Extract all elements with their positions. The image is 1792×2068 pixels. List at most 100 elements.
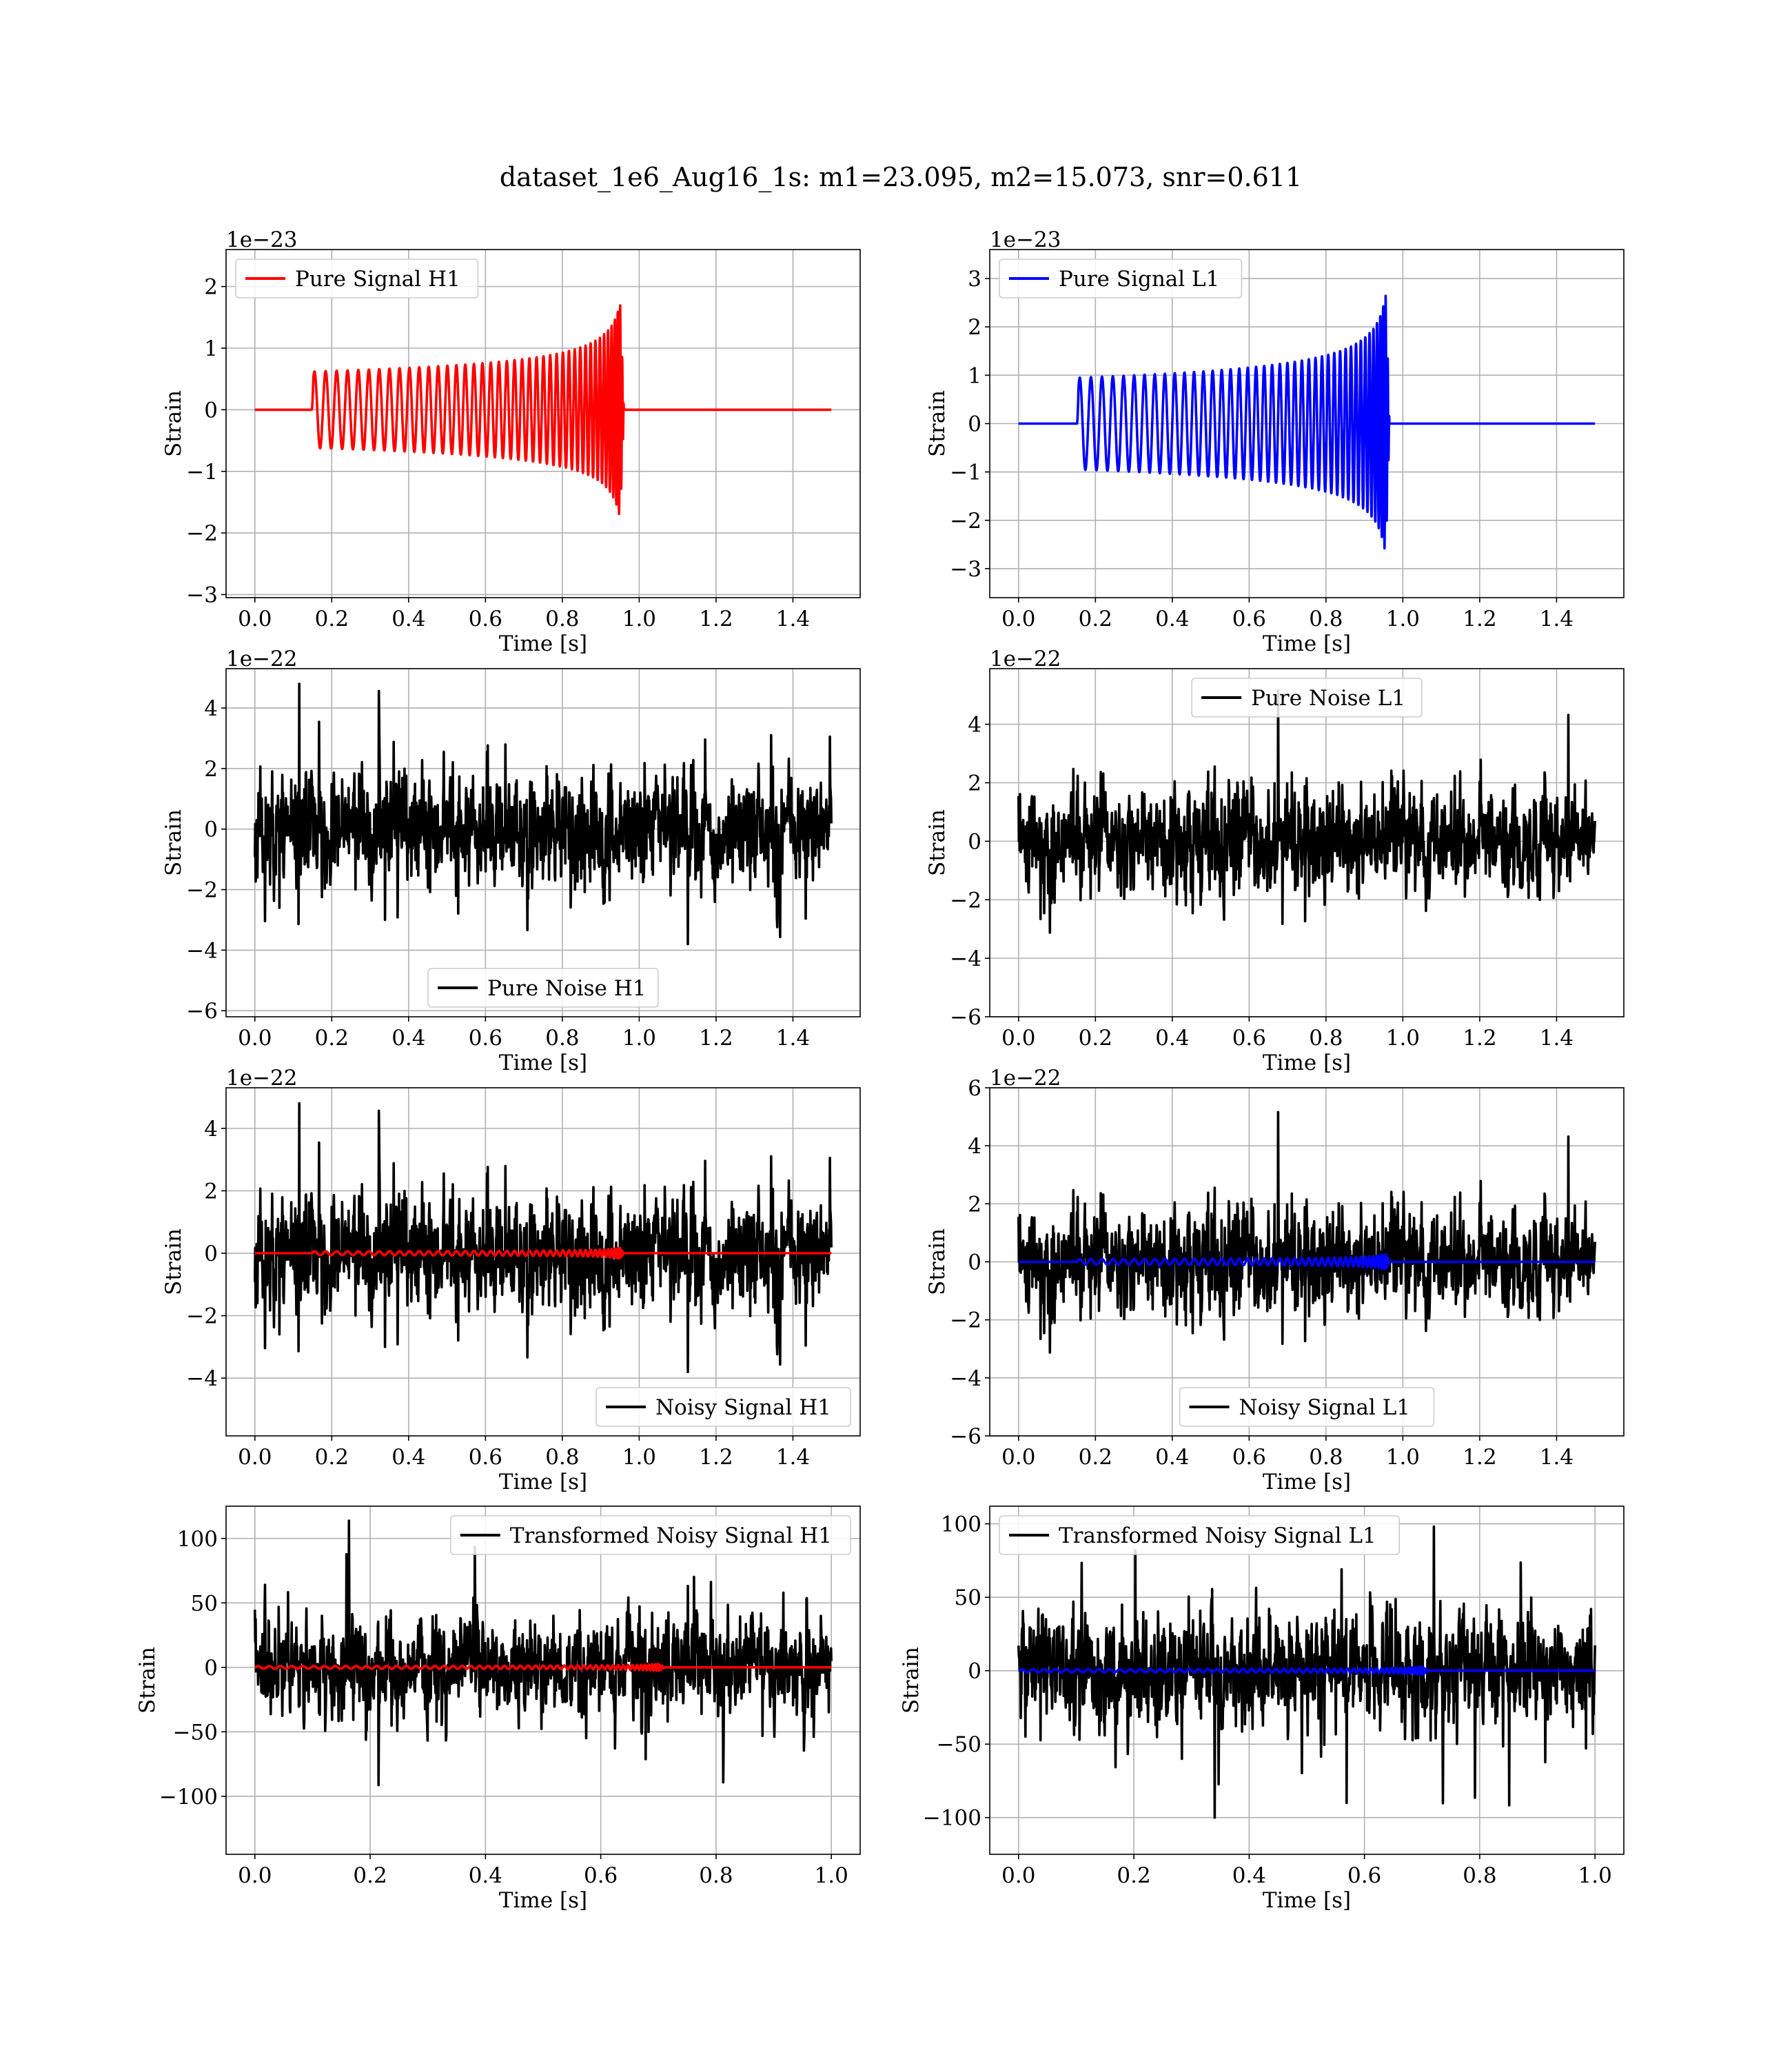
subplot-8: 0.0 0.2 0.4 0.6 0.8 1.0 −100 −50 0 50 100 Time [s] S…	[899, 1506, 1625, 1913]
x-tick-label: 0.6	[1232, 1026, 1266, 1051]
y-axis-label: Strain	[161, 809, 186, 876]
x-tick-label: 0.4	[1232, 1863, 1266, 1888]
y-tick-label: 1	[204, 336, 218, 361]
series-line-1	[1017, 1525, 1596, 1819]
y-tick-label: 3	[968, 267, 981, 292]
x-tick-label: 1.2	[1463, 1445, 1496, 1470]
y-tick-label: 1	[968, 363, 981, 388]
x-tick-label: 0.2	[315, 607, 349, 631]
x-tick-label: 0.2	[1117, 1863, 1150, 1888]
x-tick-label: 0.0	[1001, 1863, 1035, 1888]
x-tick-label: 1.0	[1386, 1445, 1420, 1470]
x-tick-label: 0.2	[1079, 1026, 1112, 1051]
x-axis-label: Time [s]	[499, 1051, 587, 1075]
series-line-1	[254, 304, 833, 516]
y-tick-label: −50	[937, 1732, 981, 1757]
x-tick-label: 1.2	[699, 1026, 733, 1051]
y-tick-label: 0	[204, 818, 218, 842]
legend-label: Pure Noise L1	[1251, 686, 1405, 711]
x-tick-label: 1.0	[622, 1026, 656, 1051]
x-axis-label: Time [s]	[1263, 631, 1351, 656]
y-tick-label: −3	[950, 557, 981, 582]
y-axis-label: Strain	[135, 1647, 160, 1714]
x-tick-label: 1.0	[1386, 1026, 1420, 1051]
y-offset-label: 1e−23	[990, 227, 1061, 252]
y-offset-label: 1e−22	[226, 1066, 298, 1091]
legend-label: Transformed Noisy Signal L1	[1059, 1523, 1376, 1548]
y-tick-label: −4	[950, 946, 981, 971]
plot-frame	[225, 1506, 861, 1855]
y-tick-label: −4	[950, 1366, 981, 1391]
legend-box	[427, 968, 659, 1008]
x-tick-label: 0.8	[545, 1026, 579, 1051]
legend-box	[999, 1515, 1401, 1555]
legend-label: Noisy Signal H1	[655, 1395, 831, 1420]
x-tick-label: 0.4	[469, 1863, 502, 1888]
series-line-2	[1017, 1253, 1596, 1271]
y-tick-label: −3	[186, 583, 218, 608]
y-tick-label: −2	[186, 1304, 218, 1329]
legend: Pure Signal H1	[235, 258, 479, 298]
y-axis-label: Strain	[925, 390, 950, 457]
y-tick-label: −6	[950, 1005, 981, 1030]
x-tick-label: 0.4	[1155, 1026, 1189, 1051]
x-tick-label: 1.0	[1578, 1863, 1612, 1888]
y-tick-label: 0	[968, 412, 981, 437]
series-line-2	[1017, 1665, 1596, 1676]
legend-label: Pure Noise H1	[487, 976, 646, 1001]
y-tick-label: −2	[186, 878, 218, 903]
x-tick-label: 0.4	[391, 1026, 425, 1051]
x-tick-label: 1.4	[776, 607, 810, 631]
legend-box	[1191, 678, 1423, 718]
x-tick-label: 0.0	[238, 607, 272, 631]
legend-label: Pure Signal L1	[1059, 267, 1219, 292]
y-offset-label: 1e−22	[990, 647, 1061, 671]
x-tick-label: 1.4	[1540, 1445, 1574, 1470]
x-tick-label: 1.2	[699, 1445, 733, 1470]
series-line-2	[254, 1246, 833, 1260]
x-tick-label: 1.0	[622, 1445, 656, 1470]
x-axis-label: Time [s]	[499, 631, 587, 656]
x-axis-label: Time [s]	[499, 1470, 587, 1494]
y-axis-label: Strain	[925, 1228, 950, 1295]
x-tick-label: 0.0	[1001, 607, 1035, 631]
x-tick-label: 0.6	[1232, 607, 1266, 631]
figure-title: dataset_1e6_Aug16_1s: m1=23.095, m2=15.0…	[500, 162, 1302, 193]
plot-frame	[989, 668, 1625, 1017]
legend-box	[1179, 1387, 1435, 1427]
subplot-6: 0.0 0.2 0.4 0.6 0.8 1.0 1.2 1.4 −6 −4 −2 0 2 4 6 Time […	[925, 1066, 1625, 1494]
y-tick-label: 4	[968, 713, 981, 738]
x-tick-label: 0.8	[1463, 1863, 1496, 1888]
x-tick-label: 0.4	[391, 1445, 425, 1470]
x-tick-label: 0.0	[1001, 1026, 1035, 1051]
y-tick-label: 0	[968, 829, 981, 854]
y-offset-label: 1e−22	[990, 1066, 1061, 1091]
y-tick-label: −1	[950, 460, 981, 485]
subplot-2: 0.0 0.2 0.4 0.6 0.8 1.0 1.2 1.4 −3 −2 −1 0 1 2 3 Time […	[925, 227, 1625, 656]
x-axis-label: Time [s]	[499, 1888, 587, 1913]
x-tick-label: 0.8	[1309, 1445, 1343, 1470]
y-tick-label: 0	[204, 1656, 218, 1681]
y-tick-label: −100	[159, 1785, 218, 1810]
legend: Pure Signal L1	[999, 258, 1243, 298]
y-tick-label: 0	[204, 398, 218, 423]
y-tick-label: 50	[955, 1585, 981, 1610]
series-line-1	[1017, 294, 1596, 550]
legend: Transformed Noisy Signal L1	[999, 1515, 1401, 1555]
y-tick-label: 2	[968, 771, 981, 796]
x-tick-label: 0.8	[1309, 607, 1343, 631]
x-tick-label: 0.8	[545, 1445, 579, 1470]
x-tick-label: 0.2	[353, 1863, 387, 1888]
x-tick-label: 0.6	[469, 607, 502, 631]
y-tick-label: −2	[950, 888, 981, 913]
y-offset-label: 1e−22	[226, 647, 298, 671]
y-tick-label: 2	[204, 757, 218, 782]
y-tick-label: −1	[186, 460, 218, 485]
subplot-5: 0.0 0.2 0.4 0.6 0.8 1.0 1.2 1.4 −4 −2 0 2 4 Time [s] S…	[161, 1066, 861, 1494]
y-tick-label: 6	[968, 1076, 981, 1101]
plot-frame	[225, 249, 861, 598]
x-tick-label: 1.2	[699, 607, 733, 631]
subplot-grid: 0.0 0.2 0.4 0.6 0.8 1.0 1.2 1.4 −3 −2 −1 0 1 2 Time [s…	[135, 227, 1625, 1913]
x-tick-label: 0.6	[469, 1026, 502, 1051]
